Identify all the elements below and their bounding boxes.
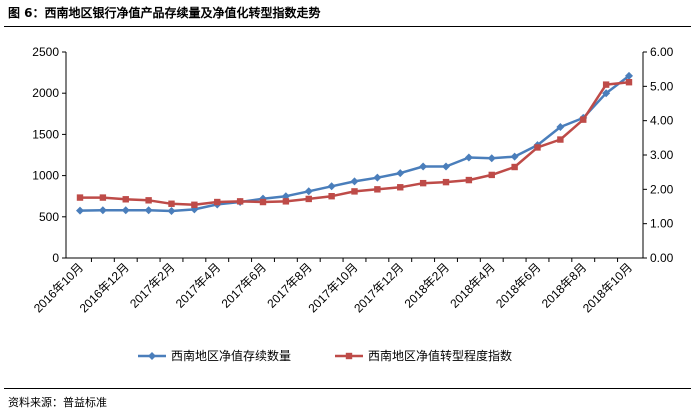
- x-tick-label: 2018年4月: [447, 260, 497, 310]
- y-right-tick-label: 0.00: [650, 251, 674, 265]
- data-point: [373, 173, 382, 182]
- bottom-rule: [4, 388, 691, 389]
- y-left-tick-label: 500: [39, 210, 59, 224]
- data-point: [167, 207, 176, 216]
- y-right-tick-label: 5.00: [650, 79, 674, 93]
- data-point: [602, 81, 610, 88]
- data-point: [144, 206, 153, 215]
- data-point: [396, 169, 405, 178]
- source-note: 资料来源：普益标准: [8, 396, 107, 409]
- data-point: [511, 163, 518, 171]
- series-line: [80, 80, 630, 207]
- data-point: [442, 178, 450, 186]
- x-tick-label: 2016年12月: [77, 260, 132, 315]
- data-point: [419, 179, 427, 187]
- data-point: [76, 206, 84, 215]
- legend-label: 西南地区净值转型程度指数: [368, 348, 512, 363]
- data-point: [304, 187, 313, 196]
- data-point: [442, 162, 450, 171]
- data-point: [488, 171, 495, 179]
- series-layer: [76, 71, 633, 216]
- y-right-tick-label: 1.00: [650, 217, 674, 231]
- y-left-tick-label: 1000: [32, 169, 59, 183]
- x-tick-label: 2017年12月: [351, 260, 406, 315]
- data-point: [557, 136, 564, 143]
- x-tick-label: 2018年6月: [493, 260, 543, 310]
- x-tick-label: 2017年6月: [219, 260, 269, 310]
- data-point: [168, 200, 175, 207]
- data-point: [305, 195, 312, 203]
- data-point: [351, 188, 358, 195]
- data-point: [465, 176, 473, 184]
- x-tick-label: 2018年2月: [402, 260, 452, 310]
- y-left-tick-label: 2500: [32, 45, 59, 59]
- y-left-tick-label: 0: [52, 251, 59, 265]
- series-2: [76, 79, 633, 208]
- figure-title: 图 6：西南地区银行净值产品存续量及净值化转型指数走势: [8, 6, 321, 20]
- chart-legend: 西南地区净值存续数量 西南地区净值转型程度指数: [138, 348, 512, 363]
- x-tick-label: 2017年4月: [173, 260, 223, 310]
- data-point: [145, 197, 152, 204]
- data-point: [350, 177, 359, 186]
- legend-label: 西南地区净值存续数量: [171, 348, 291, 363]
- data-point: [580, 116, 587, 123]
- data-point: [328, 193, 335, 200]
- data-point: [236, 198, 244, 205]
- x-tick-label: 2017年2月: [127, 260, 177, 310]
- data-point: [464, 153, 473, 162]
- y-right-tick-label: 4.00: [650, 114, 674, 128]
- legend-entry-2: 西南地区净值转型程度指数: [335, 348, 512, 363]
- x-tick-label: 2018年10月: [580, 260, 635, 315]
- data-point: [374, 186, 381, 193]
- legend-swatch-marker: [345, 352, 353, 360]
- data-point: [397, 184, 404, 191]
- data-point: [282, 198, 290, 205]
- data-point: [214, 198, 221, 206]
- data-point: [625, 71, 633, 80]
- data-point: [534, 144, 541, 151]
- data-point: [121, 206, 130, 215]
- line-chart: 0 500 1000 1500 2000 2500 0.00 1.00 2.00 3.00 4.00…: [31, 45, 674, 363]
- data-point: [191, 201, 198, 208]
- data-point: [99, 194, 107, 201]
- legend-entry-1: 西南地区净值存续数量: [138, 348, 291, 363]
- data-point: [602, 89, 611, 98]
- y-right-tick-label: 3.00: [650, 148, 674, 162]
- y-right-tick-label: 2.00: [650, 182, 674, 196]
- legend-swatch-marker: [148, 352, 156, 360]
- top-rule: [4, 26, 691, 27]
- y-right-tick-label: 6.00: [650, 45, 674, 59]
- data-point: [259, 198, 267, 206]
- data-point: [122, 196, 129, 203]
- data-point: [419, 162, 428, 171]
- data-point: [76, 194, 84, 201]
- data-point: [556, 122, 565, 131]
- data-point: [98, 206, 107, 215]
- data-point: [625, 79, 633, 86]
- y-left-tick-label: 2000: [32, 86, 59, 100]
- data-point: [487, 154, 496, 163]
- data-point: [510, 152, 519, 161]
- data-point: [327, 182, 336, 191]
- y-left-tick-label: 1500: [32, 127, 59, 141]
